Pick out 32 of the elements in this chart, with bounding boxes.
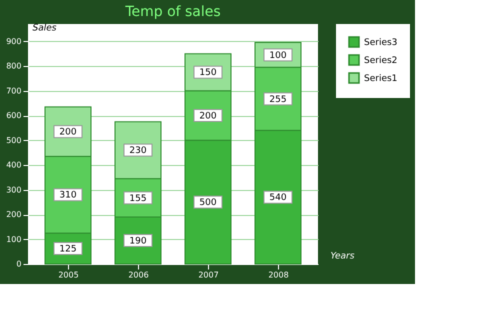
- chart-title: Temp of sales: [124, 4, 221, 20]
- data-label: 155: [129, 194, 147, 204]
- data-label: 125: [59, 244, 77, 255]
- legend-label: Series1: [364, 74, 398, 84]
- y-axis-title: Sales: [32, 24, 57, 34]
- data-label: 200: [59, 128, 77, 138]
- y-tick-label: 500: [6, 136, 22, 145]
- data-label: 230: [129, 146, 147, 156]
- x-tick-label: 2008: [268, 270, 289, 280]
- y-tick-label: 400: [6, 160, 22, 170]
- y-tick-label: 900: [6, 36, 22, 46]
- x-tick-label: 2006: [128, 270, 149, 280]
- data-label: 150: [199, 68, 217, 78]
- x-axis-title: Years: [330, 252, 355, 262]
- data-label: 190: [129, 236, 147, 246]
- y-tick-label: 800: [6, 62, 22, 71]
- y-tick-label: 700: [6, 86, 22, 96]
- data-label: 540: [269, 193, 287, 204]
- legend-label: Series3: [364, 38, 398, 48]
- data-label: 500: [199, 198, 217, 208]
- x-tick-label: 2005: [58, 270, 79, 280]
- y-tick-label: 600: [6, 111, 22, 120]
- legend-label: Series2: [364, 56, 398, 66]
- y-tick-label: 300: [6, 185, 22, 194]
- data-label: 100: [269, 50, 287, 61]
- x-tick-label: 2007: [198, 270, 219, 280]
- y-tick-label: 100: [6, 234, 22, 244]
- y-tick-label: 0: [16, 260, 22, 268]
- data-label: 310: [59, 190, 77, 201]
- data-label: 255: [269, 94, 287, 105]
- y-tick-label: 200: [6, 210, 22, 220]
- data-label: 200: [199, 112, 217, 122]
